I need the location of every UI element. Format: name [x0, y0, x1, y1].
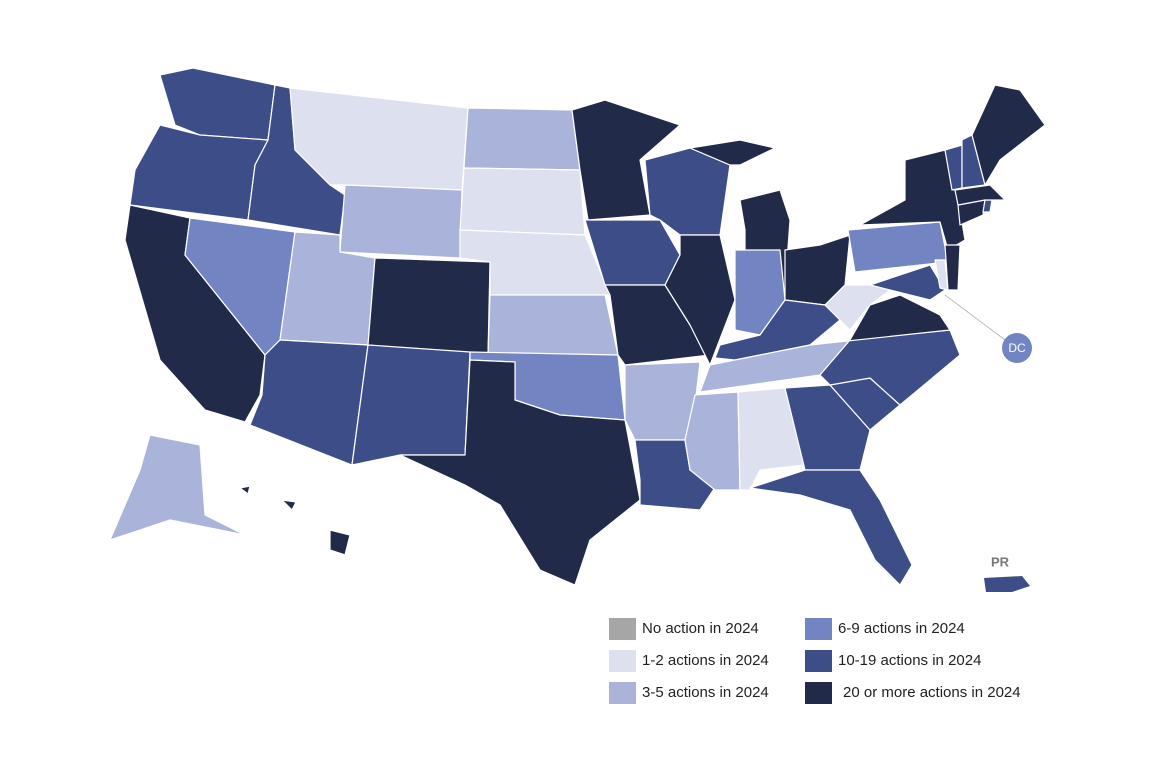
state	[487, 294, 619, 356]
state	[944, 244, 961, 291]
state	[809, 294, 951, 346]
state	[463, 107, 581, 171]
state	[971, 84, 1046, 186]
state	[571, 99, 681, 221]
pr-shape	[984, 576, 1030, 592]
legend-swatch	[609, 682, 636, 704]
legend-label: 10-19 actions in 2024	[838, 652, 981, 669]
legend-swatch	[609, 650, 636, 672]
state	[399, 359, 641, 586]
state	[664, 234, 736, 366]
legend-swatch	[805, 650, 832, 672]
dc-label: DC	[1008, 341, 1026, 355]
legend-label: 6-9 actions in 2024	[838, 620, 965, 637]
legend-label: 1-2 actions in 2024	[642, 652, 769, 669]
leader-line	[944, 294, 1006, 341]
state	[982, 199, 993, 213]
state	[249, 339, 369, 466]
state	[847, 221, 949, 273]
state	[749, 469, 913, 586]
state	[329, 529, 351, 556]
state	[367, 257, 491, 356]
legend-label: 20 or more actions in 2024	[843, 684, 1021, 701]
state	[281, 499, 297, 511]
state	[869, 264, 946, 301]
legend-swatch	[609, 618, 636, 640]
state	[339, 184, 463, 259]
pr-label: PR	[991, 554, 1010, 569]
dc-marker	[1002, 333, 1032, 363]
state	[954, 184, 1006, 206]
state	[351, 344, 471, 466]
state	[459, 167, 586, 236]
legend-label: 3-5 actions in 2024	[642, 684, 769, 701]
state	[689, 139, 776, 166]
state	[824, 284, 891, 331]
state	[129, 124, 269, 221]
legend-label: No action in 2024	[642, 620, 759, 637]
state	[109, 434, 246, 541]
legend-swatch	[805, 618, 832, 640]
state	[239, 485, 251, 495]
legend-swatch	[805, 682, 832, 704]
